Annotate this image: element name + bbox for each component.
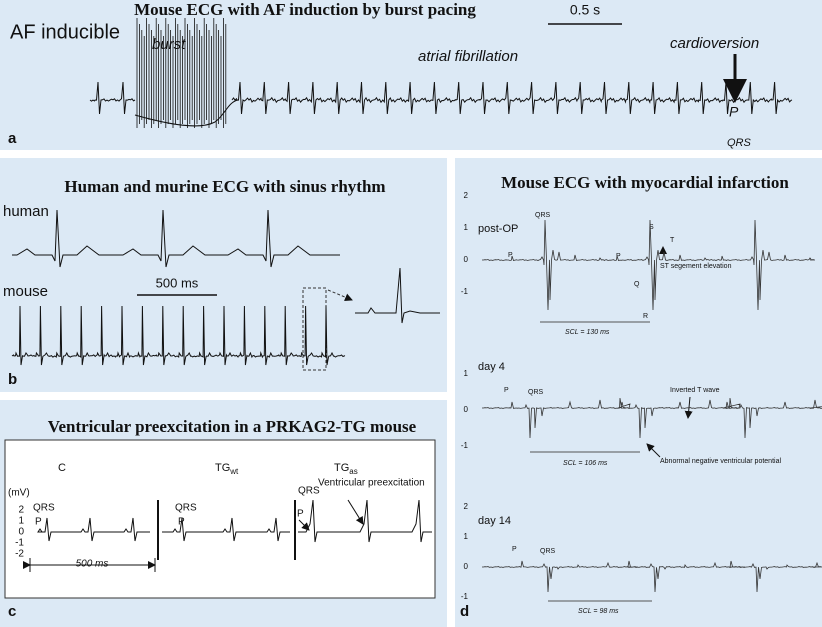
y-tick-label: -1 bbox=[15, 538, 24, 549]
group-label: C bbox=[58, 462, 66, 474]
group-label: TGwt bbox=[215, 462, 239, 476]
label: QRS bbox=[298, 486, 320, 497]
trace-label: day 4 bbox=[478, 361, 505, 373]
ecg-trace bbox=[89, 81, 136, 115]
label: Q bbox=[634, 281, 640, 288]
ecg-trace bbox=[11, 305, 346, 366]
label: QRS bbox=[540, 548, 556, 555]
label: S bbox=[649, 224, 654, 231]
scale-label: 500 ms bbox=[156, 275, 199, 290]
y-tick-label: -1 bbox=[461, 441, 469, 450]
scl-label: SCL = 98 ms bbox=[578, 608, 619, 615]
scale-label: 500 ms bbox=[76, 559, 109, 570]
label: P bbox=[508, 252, 513, 259]
y-tick-label: 2 bbox=[18, 505, 24, 516]
group-label: TG bbox=[215, 462, 230, 474]
y-tick-label: 1 bbox=[464, 532, 469, 541]
label: QRS bbox=[727, 137, 752, 149]
y-tick-label: 1 bbox=[464, 369, 469, 378]
label: QRS bbox=[535, 212, 551, 219]
label: cardioversion bbox=[670, 35, 759, 52]
label: P bbox=[35, 517, 42, 528]
label: QRS bbox=[33, 503, 55, 514]
ecg-trace bbox=[355, 267, 440, 324]
y-tick-label: -1 bbox=[461, 592, 469, 601]
y-tick-label: 0 bbox=[18, 527, 24, 538]
y-tick-label: 0 bbox=[464, 405, 469, 414]
annotation: Inverted T wave bbox=[670, 387, 720, 394]
y-tick-label: 2 bbox=[464, 191, 469, 200]
title: Ventricular preexcitation in a PRKAG2-TG… bbox=[48, 417, 417, 436]
y-tick-label: 0 bbox=[464, 255, 469, 264]
label: human bbox=[3, 203, 49, 220]
label: P bbox=[729, 104, 739, 120]
group-label: TGas bbox=[334, 462, 358, 476]
group-sub: as bbox=[349, 467, 357, 476]
ecg-trace bbox=[482, 397, 822, 439]
label: atrial fibrillation bbox=[418, 48, 518, 65]
group-sub: wt bbox=[229, 467, 239, 476]
panel-a bbox=[0, 0, 822, 150]
y-tick-label: -2 bbox=[15, 549, 24, 560]
label: R bbox=[643, 313, 648, 320]
panel-letter: a bbox=[8, 130, 17, 147]
panel-letter: d bbox=[460, 603, 469, 620]
panel-d bbox=[455, 158, 822, 627]
ecg-trace bbox=[482, 560, 822, 593]
y-tick-label: 2 bbox=[464, 502, 469, 511]
ecg-trace bbox=[37, 517, 150, 542]
label: burst bbox=[152, 36, 186, 53]
title: Mouse ECG with myocardial infarction bbox=[501, 173, 789, 192]
label: P bbox=[512, 546, 517, 553]
ecg-trace bbox=[162, 517, 290, 542]
y-tick-label: -1 bbox=[461, 287, 469, 296]
ecg-trace bbox=[12, 209, 340, 268]
arrow bbox=[327, 289, 353, 301]
group-label: TG bbox=[334, 462, 349, 474]
scl-label: SCL = 130 ms bbox=[565, 329, 610, 336]
trace-label: day 14 bbox=[478, 515, 511, 527]
scl-label: SCL = 106 ms bbox=[563, 460, 608, 467]
label: P bbox=[504, 387, 509, 394]
label: QRS bbox=[175, 503, 197, 514]
arrow bbox=[646, 443, 661, 458]
ecg-trace bbox=[134, 99, 239, 127]
condition: AF inducible bbox=[10, 21, 120, 43]
label: T bbox=[670, 237, 675, 244]
y-tick-label: 0 bbox=[464, 562, 469, 571]
zoom-box bbox=[302, 287, 327, 371]
title: Human and murine ECG with sinus rhythm bbox=[64, 177, 385, 196]
trace-label: post-OP bbox=[478, 223, 518, 235]
annotation: Abnormal negative ventricular potential bbox=[660, 458, 781, 465]
ecg-trace bbox=[231, 81, 793, 115]
label: P bbox=[297, 509, 304, 520]
ecg-trace bbox=[298, 499, 432, 543]
annotation: Ventricular preexcitation bbox=[318, 478, 425, 489]
panel-letter: c bbox=[8, 603, 16, 620]
annotation: ST segement elevation bbox=[660, 263, 732, 270]
panel-letter: b bbox=[8, 371, 17, 388]
arrow bbox=[659, 246, 667, 254]
title: Mouse ECG with AF induction by burst pac… bbox=[134, 0, 476, 19]
unit: (mV) bbox=[8, 488, 30, 499]
scale-label: 0.5 s bbox=[570, 2, 600, 18]
label: QRS bbox=[528, 389, 544, 396]
label: P bbox=[616, 253, 621, 260]
label: mouse bbox=[3, 283, 48, 300]
arrow bbox=[347, 499, 364, 525]
ecg-trace bbox=[482, 219, 815, 311]
y-tick-label: 1 bbox=[18, 516, 24, 527]
y-tick-label: 1 bbox=[464, 223, 469, 232]
